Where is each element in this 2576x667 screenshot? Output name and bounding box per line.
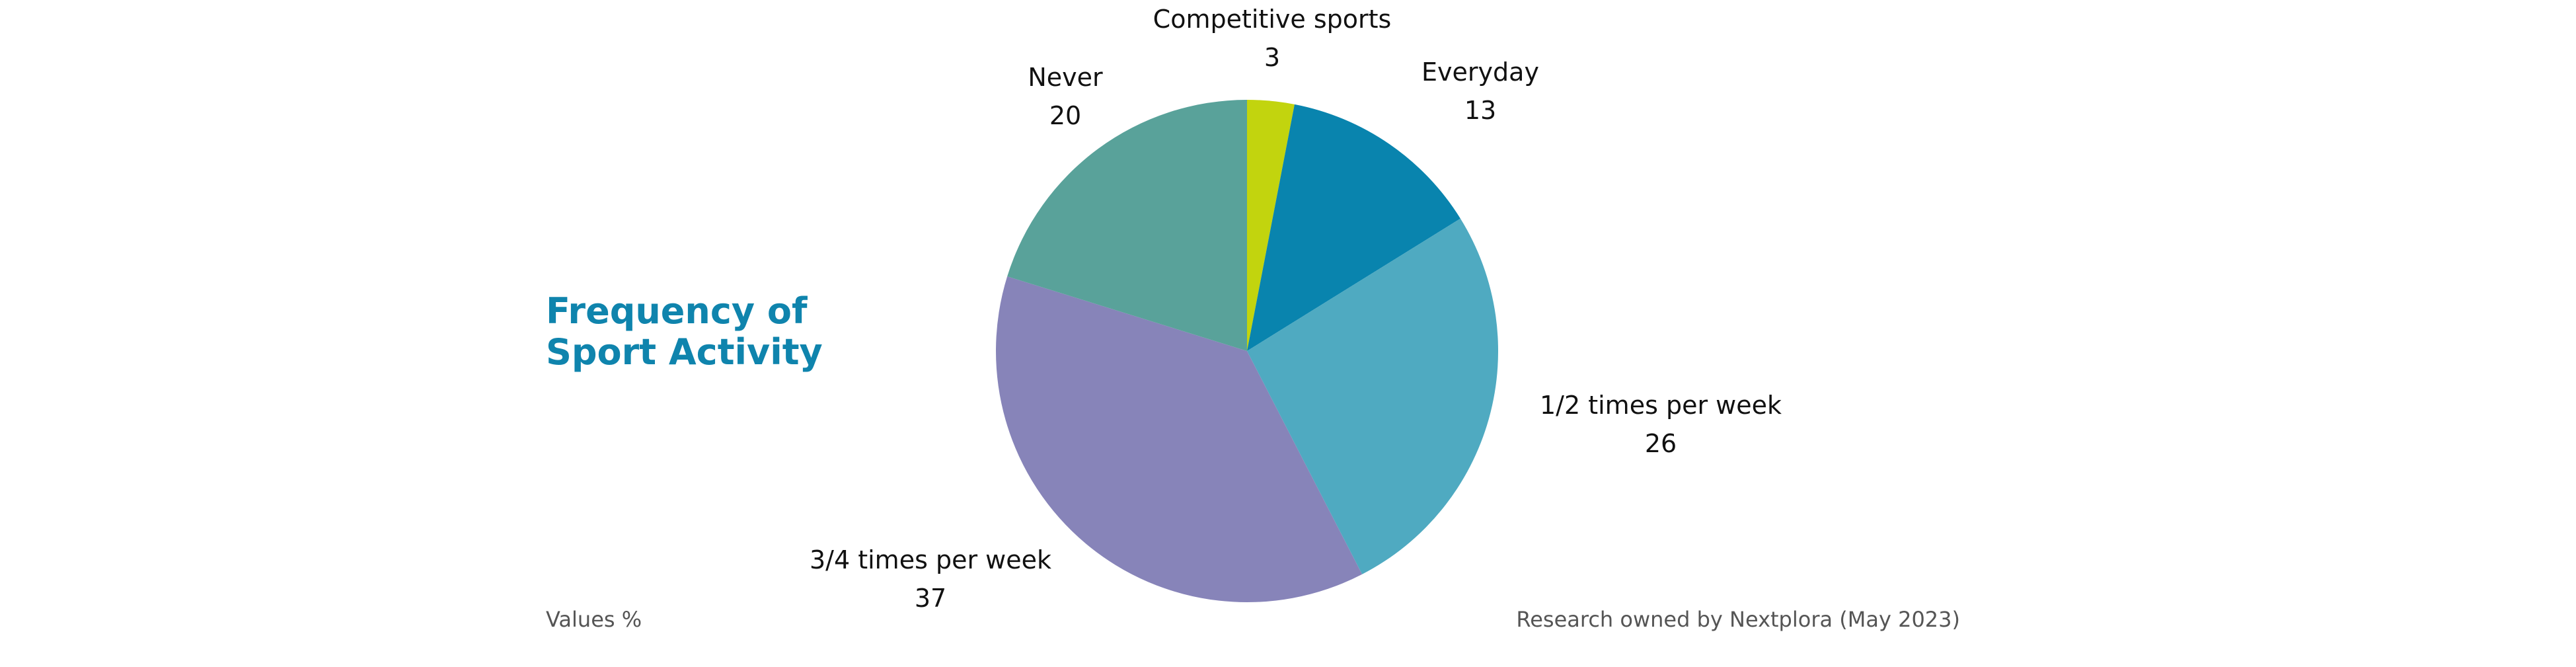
pie-slice-1-2-times-per-week: [1247, 218, 1499, 574]
chart-title: Frequency of Sport Activity: [546, 291, 823, 373]
pie-label-name: 3/4 times per week: [810, 545, 1051, 574]
pie-label-value: 26: [1645, 429, 1677, 458]
pie-slice-everyday: [1247, 104, 1460, 351]
chart-title-line-2: Sport Activity: [546, 331, 823, 373]
pie-label-name: Never: [1028, 63, 1103, 92]
pie-label-value: 20: [1049, 101, 1081, 130]
source-note: Research owned by Nextplora (May 2023): [1516, 607, 1960, 632]
pie-labels: Competitive sports 3 Everyday 13 1/2 times p…: [810, 5, 1782, 613]
chart-title-line-1: Frequency of: [546, 290, 808, 332]
pie-slices: [996, 100, 1499, 603]
pie-label-name: 1/2 times per week: [1540, 391, 1782, 420]
values-unit-note: Values %: [546, 607, 642, 632]
pie-slice-3-4-times-per-week: [996, 276, 1363, 603]
pie-label-value: 37: [915, 584, 946, 613]
pie-label-name: Competitive sports: [1153, 5, 1392, 34]
pie-slice-competitive-sports: [1247, 100, 1295, 351]
pie-label-name: Everyday: [1421, 58, 1539, 87]
pie-label-value: 13: [1464, 96, 1496, 125]
pie-label-value: 3: [1264, 43, 1280, 72]
pie-slice-never: [1007, 100, 1247, 351]
